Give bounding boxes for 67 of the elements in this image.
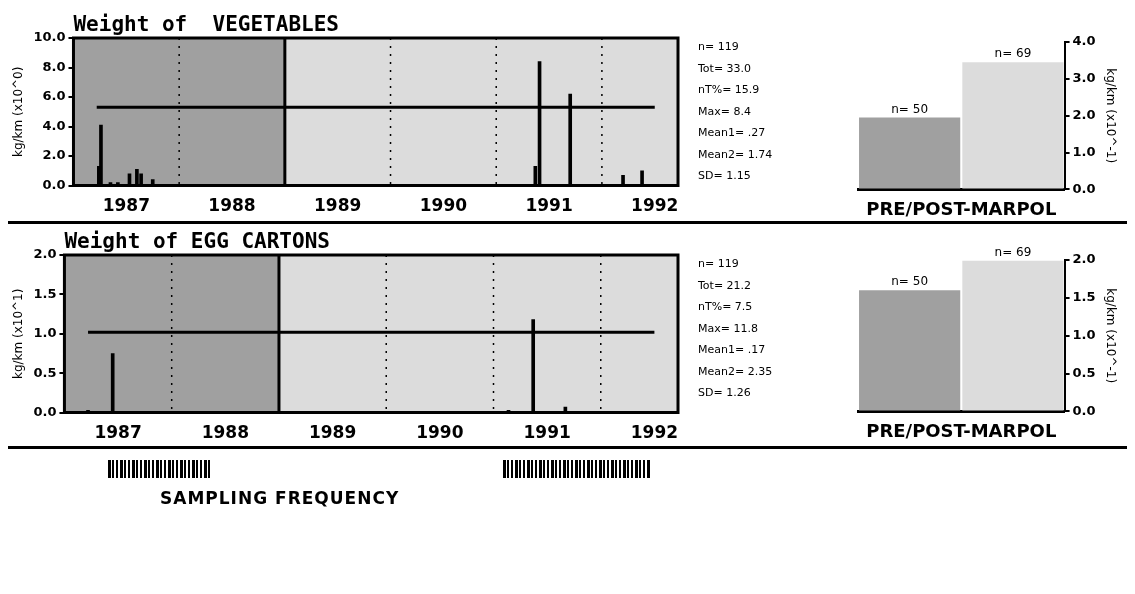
y-tick-label: 0.5: [33, 364, 57, 380]
text: SD= 1.26: [698, 385, 752, 401]
text: Mean2= 2.35: [698, 363, 773, 380]
x-tick-label: 1988: [208, 195, 256, 216]
y-tick-label: 6.0: [42, 88, 66, 104]
text: n= 119: [698, 39, 740, 55]
text: Mean2= 1.74: [698, 146, 773, 163]
y-tick-label: 2.0: [1072, 107, 1096, 123]
y-tick-label: 1.5: [33, 285, 57, 301]
y-tick-label: 1.0: [33, 325, 57, 341]
y-tick-label: 0.0: [42, 176, 66, 192]
chart-title: Weight of EGG CARTONS: [64, 228, 330, 253]
bar: [135, 169, 139, 185]
x-tick-label: 1987: [102, 195, 150, 216]
bar: [640, 170, 644, 185]
y-tick-label: 4.0: [1072, 33, 1096, 49]
y-tick-label: 0.5: [1072, 364, 1096, 380]
y-tick-label: 2.0: [42, 147, 66, 163]
x-tick-label: 1989: [308, 422, 357, 443]
x-axis-title: PRE/POST-MARPOL: [866, 197, 1057, 219]
chart-title: Weight of VEGETABLES: [73, 11, 339, 36]
y-tick-label: 3.0: [1072, 70, 1096, 86]
text: Mean1= .27: [698, 125, 767, 141]
x-tick-label: 1987: [94, 422, 142, 443]
y-axis-title: kg/km (x10^-1): [1103, 68, 1118, 164]
text: Mean1= .17: [698, 342, 767, 358]
bar: [110, 353, 115, 412]
x-axis-title: PRE/POST-MARPOL: [866, 419, 1057, 441]
text: Max= 8.4: [698, 103, 752, 120]
y-axis-title: kg/km (x10^-1): [1103, 288, 1118, 384]
text: Tot= 21.2: [698, 277, 753, 294]
bar: [139, 173, 143, 185]
text: Max= 11.8: [698, 320, 759, 337]
y-tick-label: 1.0: [1072, 143, 1096, 159]
y-tick-label: 1.0: [1072, 327, 1096, 343]
text: nT%= 15.9: [698, 82, 761, 98]
text: n= 119: [698, 256, 740, 272]
y-tick-label: 0.0: [1072, 180, 1096, 196]
y-tick-label: 2.0: [1072, 251, 1096, 267]
x-tick-label: 1989: [314, 195, 362, 216]
x-tick-label: 1992: [631, 195, 679, 216]
y-tick-label: 10.0: [33, 29, 66, 45]
y-tick-label: 8.0: [42, 58, 66, 74]
y-tick-label: 4.0: [42, 117, 66, 133]
x-tick-label: 1990: [419, 195, 468, 216]
y-tick-label: 1.5: [1072, 289, 1096, 305]
y-tick-label: 2.0: [33, 246, 57, 262]
y-axis-title: kg/km (x10^0): [11, 66, 26, 158]
annotation: n= 50: [891, 274, 929, 289]
annotation: n= 69: [994, 46, 1032, 61]
y-tick-label: 0.0: [1072, 402, 1096, 418]
x-tick-label: 1990: [416, 422, 464, 443]
x-tick-label: 1991: [523, 422, 571, 443]
y-axis-title: kg/km (x10^1): [11, 288, 26, 380]
text: nT%= 7.5: [698, 299, 754, 315]
text: SD= 1.15: [698, 168, 752, 184]
x-tick-label: 1988: [201, 422, 249, 443]
bar: [621, 174, 625, 185]
x-tick-label: 1991: [525, 195, 573, 216]
x-tick-label: 1992: [630, 422, 679, 443]
y-tick-label: 0.0: [33, 403, 57, 419]
text: SAMPLING FREQUENCY: [160, 488, 400, 508]
annotation: n= 50: [891, 101, 929, 116]
bar: [99, 124, 103, 185]
annotation: n= 69: [994, 244, 1032, 259]
bar: [150, 179, 155, 185]
text: Tot= 33.0: [698, 60, 753, 77]
